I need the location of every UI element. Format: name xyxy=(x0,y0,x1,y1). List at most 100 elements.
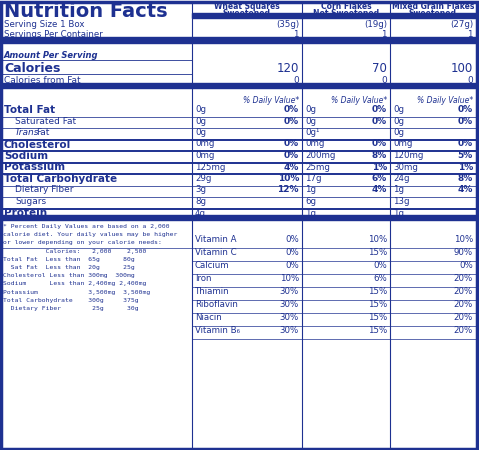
Text: 0%: 0% xyxy=(458,105,473,114)
Text: % Daily Value*: % Daily Value* xyxy=(331,96,387,105)
Text: Mixed Grain Flakes: Mixed Grain Flakes xyxy=(392,2,474,11)
Text: Thiamin: Thiamin xyxy=(195,287,229,296)
Text: Not Sweetened: Not Sweetened xyxy=(313,9,379,18)
Text: calorie diet. Your daily values may be higher: calorie diet. Your daily values may be h… xyxy=(3,232,177,237)
Text: 0: 0 xyxy=(467,76,473,85)
Text: 0%: 0% xyxy=(285,235,299,244)
Text: 0%: 0% xyxy=(285,261,299,270)
Text: 8%: 8% xyxy=(372,151,387,160)
Text: Wheat Squares: Wheat Squares xyxy=(214,2,280,11)
Text: 6g: 6g xyxy=(305,197,316,206)
Text: 200mg: 200mg xyxy=(305,151,335,160)
Text: 0%: 0% xyxy=(372,117,387,126)
Text: Potassium             3,500mg  3,500mg: Potassium 3,500mg 3,500mg xyxy=(3,290,150,295)
Text: Sweetened: Sweetened xyxy=(409,9,457,18)
Text: Cholesterol Less than 300mg  300mg: Cholesterol Less than 300mg 300mg xyxy=(3,273,135,278)
Text: 20%: 20% xyxy=(454,313,473,322)
Text: 30%: 30% xyxy=(280,326,299,335)
Text: 30%: 30% xyxy=(280,300,299,309)
Text: Calories:   2,000    2,500: Calories: 2,000 2,500 xyxy=(3,248,147,254)
Text: 15%: 15% xyxy=(368,287,387,296)
Text: 3g: 3g xyxy=(195,185,206,194)
Text: 0g: 0g xyxy=(195,117,206,126)
Text: 0g: 0g xyxy=(305,117,316,126)
Text: Riboflavin: Riboflavin xyxy=(195,300,238,309)
Text: % Daily Value*: % Daily Value* xyxy=(417,96,473,105)
Text: 20%: 20% xyxy=(454,274,473,283)
Bar xyxy=(2,83,477,88)
Text: 4g: 4g xyxy=(195,208,206,217)
Text: 0mg: 0mg xyxy=(305,140,324,148)
Text: (35g): (35g) xyxy=(276,20,299,29)
Text: 0%: 0% xyxy=(459,261,473,270)
Text: 70: 70 xyxy=(372,62,387,75)
Text: 120: 120 xyxy=(277,62,299,75)
Text: Cholesterol: Cholesterol xyxy=(4,140,71,149)
Text: 0%: 0% xyxy=(284,105,299,114)
Text: Dietary Fiber        25g      30g: Dietary Fiber 25g 30g xyxy=(3,306,138,311)
Text: Iron: Iron xyxy=(195,274,212,283)
Text: 0mg: 0mg xyxy=(195,140,215,148)
Text: Trans: Trans xyxy=(15,128,39,137)
Text: 1: 1 xyxy=(381,30,387,39)
Text: 0%: 0% xyxy=(458,117,473,126)
Text: 125mg: 125mg xyxy=(195,162,226,171)
Bar xyxy=(2,37,477,43)
Text: 25mg: 25mg xyxy=(305,162,330,171)
Text: 0g: 0g xyxy=(393,117,404,126)
Text: 15%: 15% xyxy=(368,313,387,322)
Text: 30%: 30% xyxy=(280,313,299,322)
Text: Sugars: Sugars xyxy=(15,197,46,206)
Text: 0g: 0g xyxy=(195,128,206,137)
Text: Potassium: Potassium xyxy=(4,162,65,172)
Text: 24g: 24g xyxy=(393,174,410,183)
Text: 4%: 4% xyxy=(284,162,299,171)
Text: 10%: 10% xyxy=(368,235,387,244)
Text: 0: 0 xyxy=(293,76,299,85)
Text: Calories: Calories xyxy=(4,62,60,75)
Text: 1g: 1g xyxy=(393,208,404,217)
Text: 0g: 0g xyxy=(195,105,206,114)
Text: Sweetened: Sweetened xyxy=(223,9,271,18)
Text: 13g: 13g xyxy=(393,197,410,206)
Text: 1g: 1g xyxy=(305,208,316,217)
Text: Sodium      Less than 2,400mg 2,400mg: Sodium Less than 2,400mg 2,400mg xyxy=(3,281,147,286)
Text: 0g: 0g xyxy=(393,105,404,114)
Text: 6%: 6% xyxy=(373,274,387,283)
Text: 100: 100 xyxy=(451,62,473,75)
Text: Calcium: Calcium xyxy=(195,261,229,270)
Text: 12%: 12% xyxy=(277,185,299,194)
Text: Total Carbohydrate    300g     375g: Total Carbohydrate 300g 375g xyxy=(3,298,138,303)
Text: Amount Per Serving: Amount Per Serving xyxy=(4,51,99,60)
Text: 0%: 0% xyxy=(285,248,299,257)
Text: Serving Size 1 Box: Serving Size 1 Box xyxy=(4,20,84,29)
Text: Corn Flakes: Corn Flakes xyxy=(320,2,371,11)
Text: 0%: 0% xyxy=(284,151,299,160)
Text: 0%: 0% xyxy=(372,140,387,148)
Text: 0%: 0% xyxy=(284,117,299,126)
Text: Total Fat  Less than  65g      80g: Total Fat Less than 65g 80g xyxy=(3,257,135,262)
Text: Vitamin A: Vitamin A xyxy=(195,235,237,244)
Text: 1: 1 xyxy=(468,30,473,39)
Text: 10%: 10% xyxy=(454,235,473,244)
Text: 10%: 10% xyxy=(280,274,299,283)
Text: (27g): (27g) xyxy=(450,20,473,29)
Text: 0mg: 0mg xyxy=(195,151,215,160)
Text: Vitamin C: Vitamin C xyxy=(195,248,237,257)
Text: 0%: 0% xyxy=(372,105,387,114)
Text: 15%: 15% xyxy=(368,248,387,257)
Bar xyxy=(2,215,477,220)
Text: 20%: 20% xyxy=(454,300,473,309)
Text: 0%: 0% xyxy=(284,140,299,148)
Text: or lower depending on your calorie needs:: or lower depending on your calorie needs… xyxy=(3,240,162,245)
Text: Nutrition Facts: Nutrition Facts xyxy=(4,2,168,21)
Text: 0g¹: 0g¹ xyxy=(305,128,319,137)
Text: 6%: 6% xyxy=(372,174,387,183)
Text: 0: 0 xyxy=(381,76,387,85)
Text: 0%: 0% xyxy=(458,140,473,148)
Text: 0%: 0% xyxy=(373,261,387,270)
Text: 30mg: 30mg xyxy=(393,162,418,171)
Text: 5%: 5% xyxy=(458,151,473,160)
Text: 1%: 1% xyxy=(372,162,387,171)
Text: * Percent Daily Values are based on a 2,000: * Percent Daily Values are based on a 2,… xyxy=(3,224,170,229)
